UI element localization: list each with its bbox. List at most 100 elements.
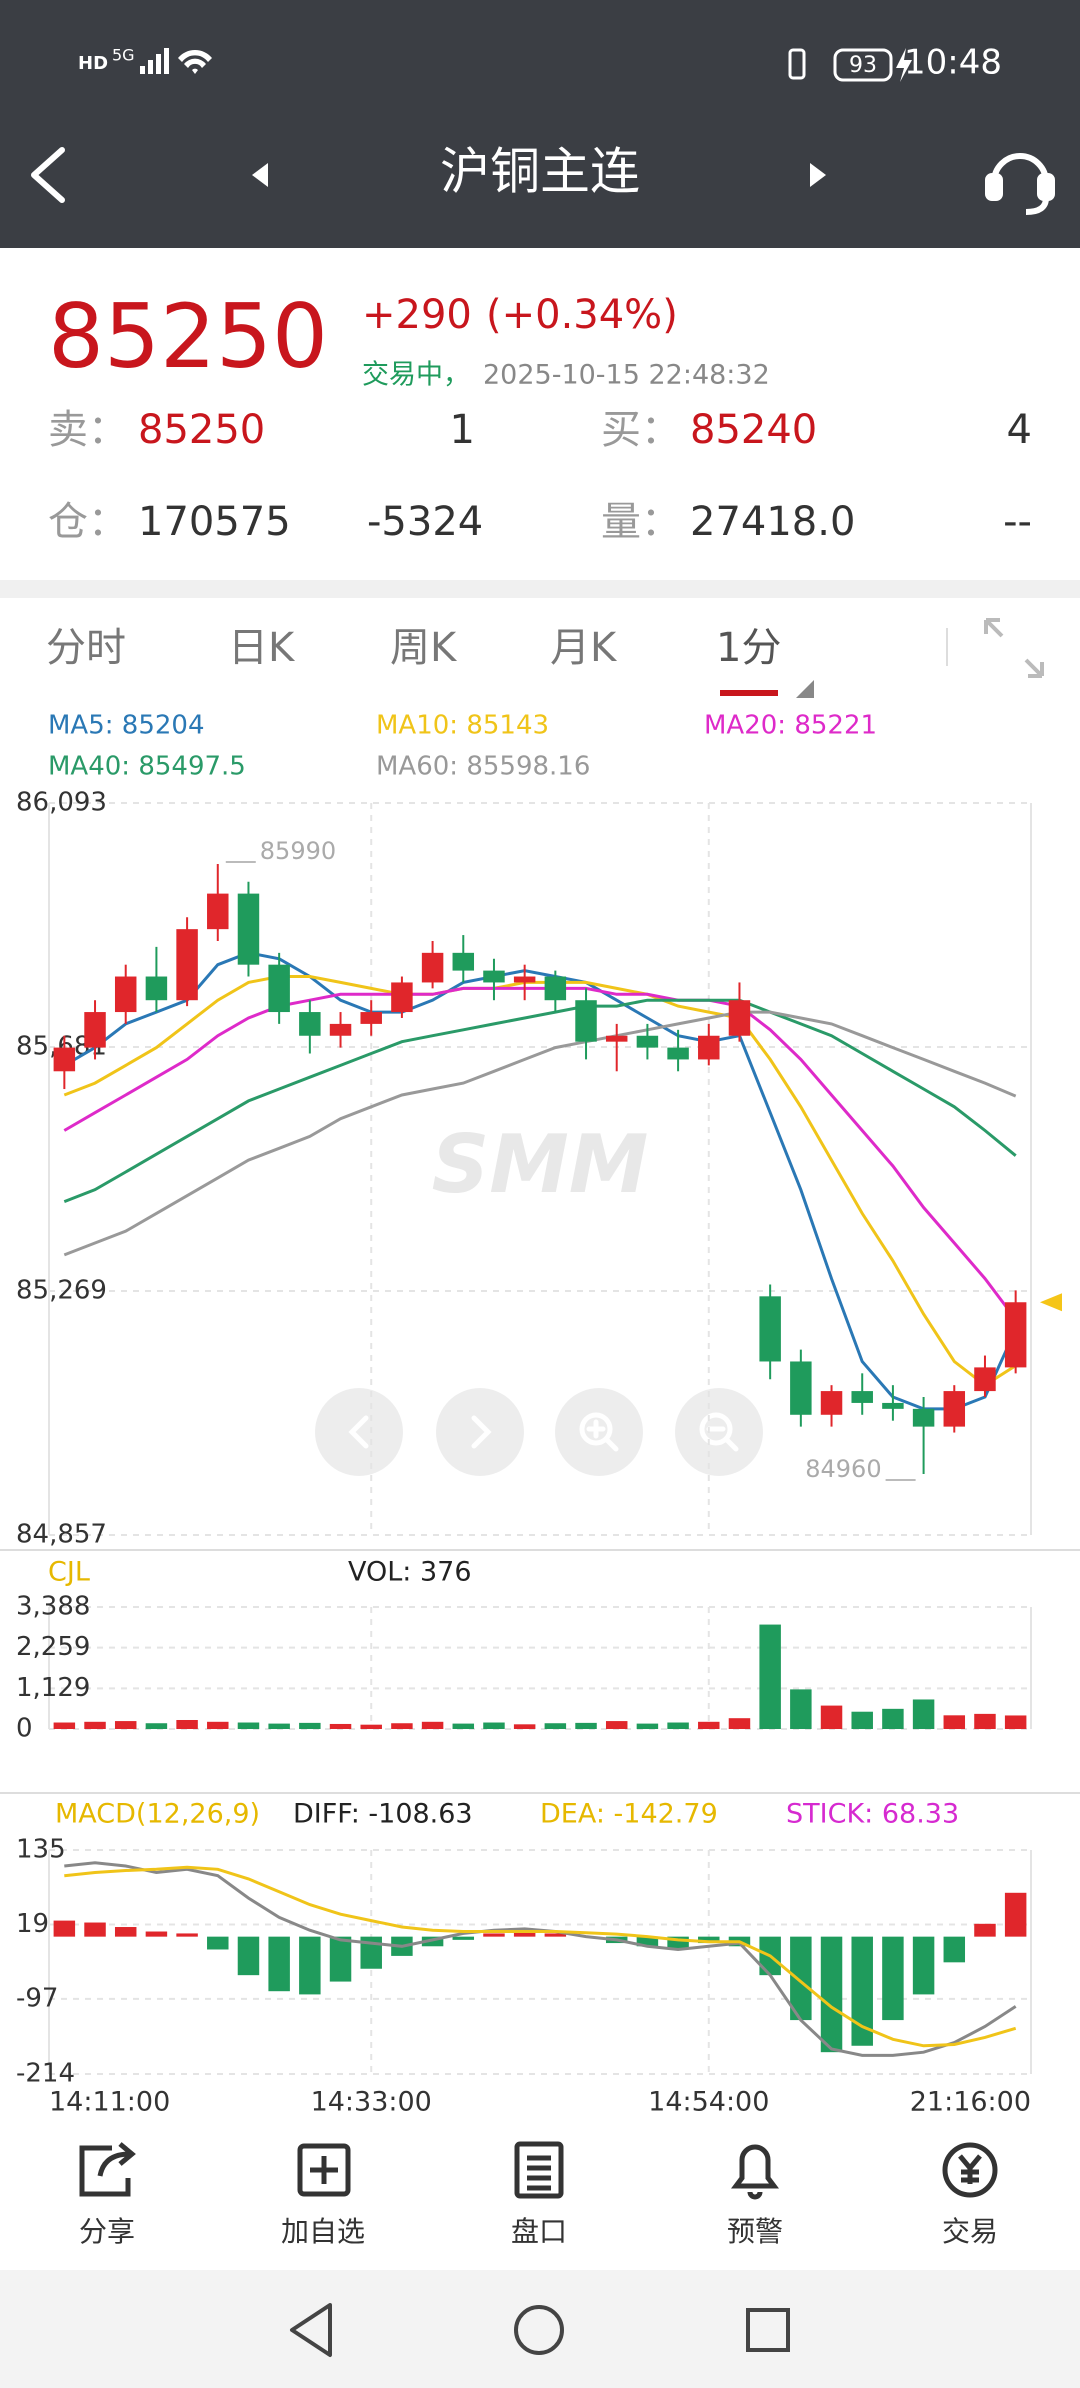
candle-body <box>1004 1302 1027 1368</box>
volume-bar <box>790 1689 812 1729</box>
candle-body <box>237 893 260 965</box>
legend-entry: MA40: 85497.5 <box>48 752 246 782</box>
scroll-right-button[interactable] <box>436 1388 524 1476</box>
y-tick-label: 0 <box>16 1714 33 1744</box>
volume-bar <box>84 1721 106 1729</box>
back-button[interactable] <box>31 147 65 203</box>
candle-body <box>421 952 444 983</box>
signal-icon <box>140 48 212 74</box>
quote-open-interest: 170575 <box>138 499 291 545</box>
last-price: 85250 <box>48 285 328 388</box>
legend-entry: STICK: 68.33 <box>786 1799 959 1830</box>
nav-recent[interactable] <box>746 2308 790 2352</box>
charge-icon <box>896 48 912 82</box>
network-indicator: HD <box>78 53 108 74</box>
quote-oi-change: -5324 <box>367 499 483 545</box>
next-button[interactable] <box>810 163 826 187</box>
prev-button[interactable] <box>252 163 268 187</box>
macd-bar <box>790 1936 812 2021</box>
zoom-in-button[interactable] <box>555 1388 643 1476</box>
x-tick-label: 14:11:00 <box>49 2087 170 2118</box>
tab-dropdown[interactable] <box>796 680 814 698</box>
macd-bar <box>882 1936 904 2021</box>
volume-bar <box>636 1723 659 1729</box>
macd-bar <box>329 1936 352 1982</box>
period-tab[interactable]: 日K <box>228 625 296 671</box>
candle-body <box>452 952 475 971</box>
candle-body <box>84 1012 106 1048</box>
macd-bar <box>636 1936 659 1947</box>
candle-body <box>513 976 536 983</box>
volume-bar <box>176 1719 198 1729</box>
volume-bar <box>268 1723 290 1729</box>
nav-back[interactable] <box>290 2303 332 2357</box>
toolbar-button[interactable]: 加自选 <box>281 2215 365 2248</box>
signal-indicator: 5G <box>112 46 135 65</box>
legend-entry: MA60: 85598.16 <box>376 752 590 782</box>
legend-entry: MA5: 85204 <box>48 711 205 741</box>
ma-line <box>63 1010 1017 1257</box>
volume-bar <box>299 1722 321 1729</box>
volume-bar <box>421 1721 444 1729</box>
volume-bar <box>391 1723 413 1729</box>
candle-body <box>329 1023 352 1036</box>
candle-body <box>790 1361 812 1415</box>
quote-buy-price: 85240 <box>690 407 817 453</box>
volume-bar <box>114 1721 137 1729</box>
scroll-left-button[interactable] <box>315 1388 403 1476</box>
candle-body <box>912 1408 935 1427</box>
toolbar-button[interactable]: 预警 <box>727 2215 783 2248</box>
candle-body <box>974 1367 996 1392</box>
vibrate-icon <box>788 48 806 80</box>
watermark: SMM <box>432 1118 649 1211</box>
candle-body <box>145 976 168 1001</box>
candle-body <box>483 970 505 983</box>
macd-bar <box>912 1936 935 1995</box>
macd-bar <box>421 1936 444 1947</box>
volume-bar <box>452 1723 475 1729</box>
candle-body <box>176 929 198 1001</box>
volume-bar <box>329 1723 352 1729</box>
volume-bar <box>1004 1715 1027 1729</box>
panel-title: MACD(12,26,9) <box>55 1799 260 1830</box>
candle-body <box>728 1000 751 1036</box>
quote-sell-volume: 1 <box>450 407 475 453</box>
high-label: 85990 <box>260 837 336 865</box>
quote-volume-change: -- <box>1003 499 1032 545</box>
period-tab[interactable]: 1分 <box>716 625 781 671</box>
period-tab[interactable]: 分时 <box>46 625 126 671</box>
zoom-out-button[interactable] <box>675 1388 763 1476</box>
legend-entry: MA20: 85221 <box>704 711 877 741</box>
candle-body <box>943 1391 966 1427</box>
diff-line <box>64 1861 1017 2057</box>
legend-entry: DIFF: -108.63 <box>293 1799 473 1830</box>
quote-buy-label: 买： <box>601 407 681 453</box>
candle-body <box>667 1047 689 1060</box>
y-tick-label: -214 <box>16 2059 75 2089</box>
volume-bar <box>912 1699 935 1729</box>
volume-bar <box>728 1718 751 1729</box>
candle-body <box>207 893 229 930</box>
service-button[interactable] <box>985 153 1055 215</box>
nav-home[interactable] <box>514 2305 564 2355</box>
macd-bar <box>974 1923 996 1937</box>
toolbar-button[interactable]: 盘口 <box>511 2215 567 2248</box>
volume-bar <box>851 1711 873 1729</box>
toolbar-button[interactable]: 交易 <box>942 2215 998 2248</box>
ma-line <box>63 975 1017 1388</box>
period-tab[interactable]: 月K <box>550 625 618 671</box>
period-tab[interactable]: 周K <box>390 625 458 671</box>
separator <box>0 580 1080 598</box>
volume-bar <box>974 1713 996 1729</box>
price-change-pct: (+0.34%) <box>486 292 678 338</box>
quote-sell-price: 85250 <box>138 407 265 453</box>
y-tick-label: 3,388 <box>16 1592 90 1622</box>
volume-bar <box>759 1624 781 1729</box>
candle-body <box>544 976 567 1001</box>
expand-button[interactable] <box>984 618 1044 678</box>
legend-entry: DEA: -142.79 <box>540 1799 718 1830</box>
macd-bar <box>820 1936 843 2053</box>
macd-bar <box>452 1936 475 1940</box>
toolbar-button[interactable]: 分享 <box>79 2215 135 2248</box>
